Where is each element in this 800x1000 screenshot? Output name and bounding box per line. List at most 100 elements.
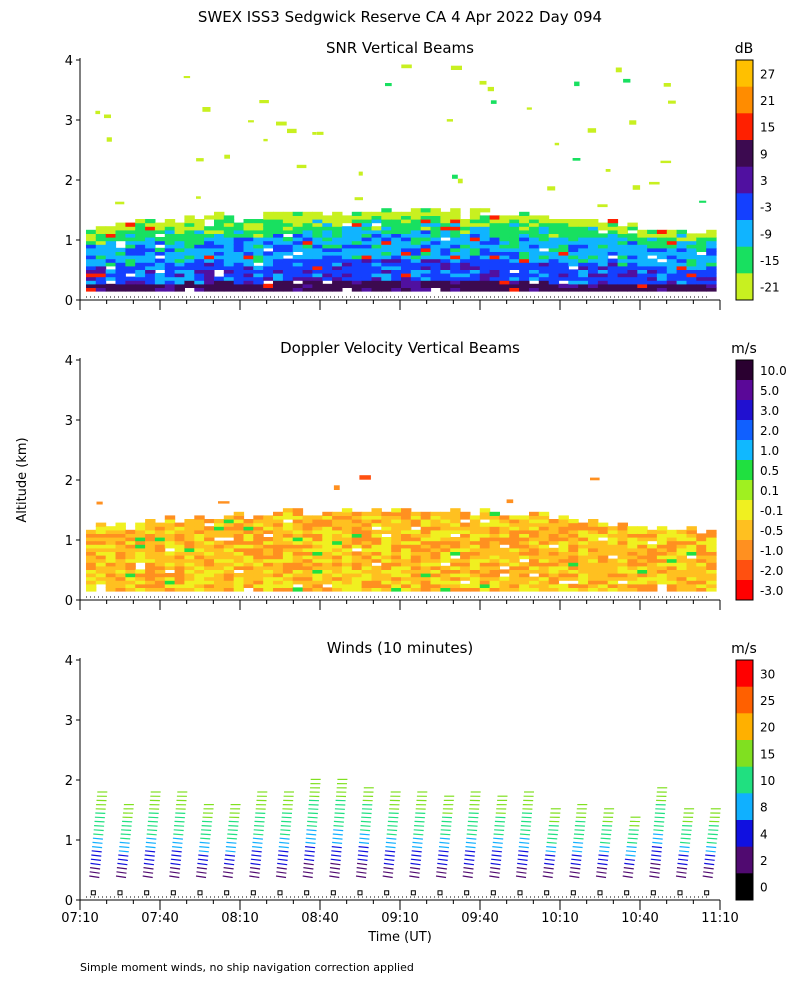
heatmap-cell	[410, 558, 422, 563]
wind-barb	[676, 871, 687, 874]
heatmap-cell	[351, 540, 363, 545]
heatmap-cell	[273, 255, 284, 260]
heatmap-cell	[499, 237, 510, 242]
wind-barb	[571, 854, 582, 857]
heatmap-cell	[450, 219, 461, 224]
heatmap-cell	[391, 262, 402, 267]
heatmap-cell	[676, 262, 687, 267]
heatmap-cell	[499, 529, 510, 534]
heatmap-cell	[194, 247, 205, 252]
wind-barb	[492, 846, 503, 849]
heatmap-cell	[105, 251, 117, 256]
heatmap-cell	[243, 222, 254, 227]
heatmap-cell	[292, 283, 304, 288]
heatmap-cell	[361, 540, 372, 545]
heatmap-cell	[263, 565, 274, 570]
heatmap-cell	[223, 540, 235, 545]
heatmap-cell	[135, 526, 146, 531]
heatmap-cell	[194, 283, 205, 288]
heatmap-cell	[676, 580, 687, 585]
wind-barb	[361, 816, 372, 819]
heatmap-cell	[341, 515, 353, 520]
heatmap-cell	[706, 544, 717, 549]
panel-title-doppler: Doppler Velocity Vertical Beams	[280, 339, 520, 357]
heatmap-cell	[637, 273, 648, 278]
heatmap-cell	[263, 222, 274, 227]
wind-barb	[521, 816, 532, 819]
heatmap-cell	[548, 547, 560, 552]
heatmap-cell	[322, 551, 333, 556]
heatmap-cell	[332, 244, 343, 249]
heatmap-cell	[145, 240, 156, 245]
heatmap-cell	[322, 240, 333, 245]
heatmap-cell	[351, 244, 363, 249]
heatmap-cell	[351, 522, 363, 527]
heatmap-cell	[676, 576, 687, 581]
heatmap-cell	[578, 565, 589, 570]
heatmap-cell	[686, 576, 697, 581]
heatmap-cell	[558, 233, 569, 238]
heatmap-cell	[282, 580, 294, 585]
wind-barb	[334, 808, 345, 810]
y-tick-label: 0	[65, 294, 73, 309]
heatmap-cell	[263, 555, 274, 560]
heatmap-cell	[204, 251, 215, 256]
heatmap-cell	[499, 226, 510, 231]
heatmap-cell	[135, 551, 146, 556]
heatmap-cell	[627, 555, 638, 560]
heatmap-cell	[292, 565, 304, 570]
heatmap-cell	[332, 522, 343, 527]
wind-station-marker	[490, 890, 496, 896]
heatmap-cell	[656, 551, 668, 556]
heatmap-cell	[302, 255, 313, 260]
heatmap-cell	[341, 537, 353, 542]
wind-barb	[543, 867, 554, 870]
heatmap-cell	[312, 529, 323, 534]
heatmap-cell	[647, 544, 658, 549]
heatmap-cell	[469, 233, 481, 238]
heatmap-cell	[341, 529, 353, 534]
heatmap-cell	[647, 244, 658, 249]
heatmap-cell	[292, 508, 304, 513]
heatmap-cell	[637, 569, 648, 574]
heatmap-cell	[410, 258, 422, 263]
heatmap-cell	[105, 283, 117, 288]
heatmap-cell	[706, 569, 717, 574]
wind-barb	[224, 858, 235, 861]
heatmap-cell	[637, 276, 648, 281]
wind-barb	[89, 871, 100, 874]
heatmap-cell	[666, 283, 678, 288]
wind-barb	[623, 867, 634, 870]
heatmap-cell	[430, 265, 441, 270]
heatmap-cell	[381, 247, 392, 252]
heatmap-cell	[243, 576, 254, 581]
heatmap-cell	[95, 233, 107, 238]
heatmap-cell	[519, 522, 530, 527]
heatmap-cell	[273, 587, 284, 592]
heatmap-cell	[460, 247, 471, 252]
heatmap-cell	[607, 240, 619, 245]
heatmap-cell	[637, 255, 648, 260]
heatmap-cell	[145, 529, 156, 534]
heatmap-cell	[637, 555, 648, 560]
wind-station-marker	[117, 890, 123, 896]
wind-barb	[600, 841, 611, 844]
heatmap-cell	[410, 233, 422, 238]
heatmap-cell	[401, 587, 412, 592]
wind-barb	[147, 820, 158, 823]
heatmap-cell	[696, 576, 707, 581]
wind-barb	[357, 854, 368, 857]
heatmap-cell	[578, 533, 589, 538]
heatmap-cell	[676, 233, 687, 238]
heatmap-cell	[469, 544, 481, 549]
heatmap-cell	[174, 533, 185, 538]
heatmap-cell	[292, 255, 304, 260]
heatmap-cell	[450, 273, 461, 278]
wind-barb	[654, 820, 665, 823]
heatmap-cell	[302, 215, 313, 220]
heatmap-cell	[351, 511, 363, 516]
heatmap-cell	[696, 544, 707, 549]
heatmap-cell	[125, 576, 136, 581]
wind-barb	[463, 871, 474, 874]
heatmap-cell	[597, 287, 609, 292]
